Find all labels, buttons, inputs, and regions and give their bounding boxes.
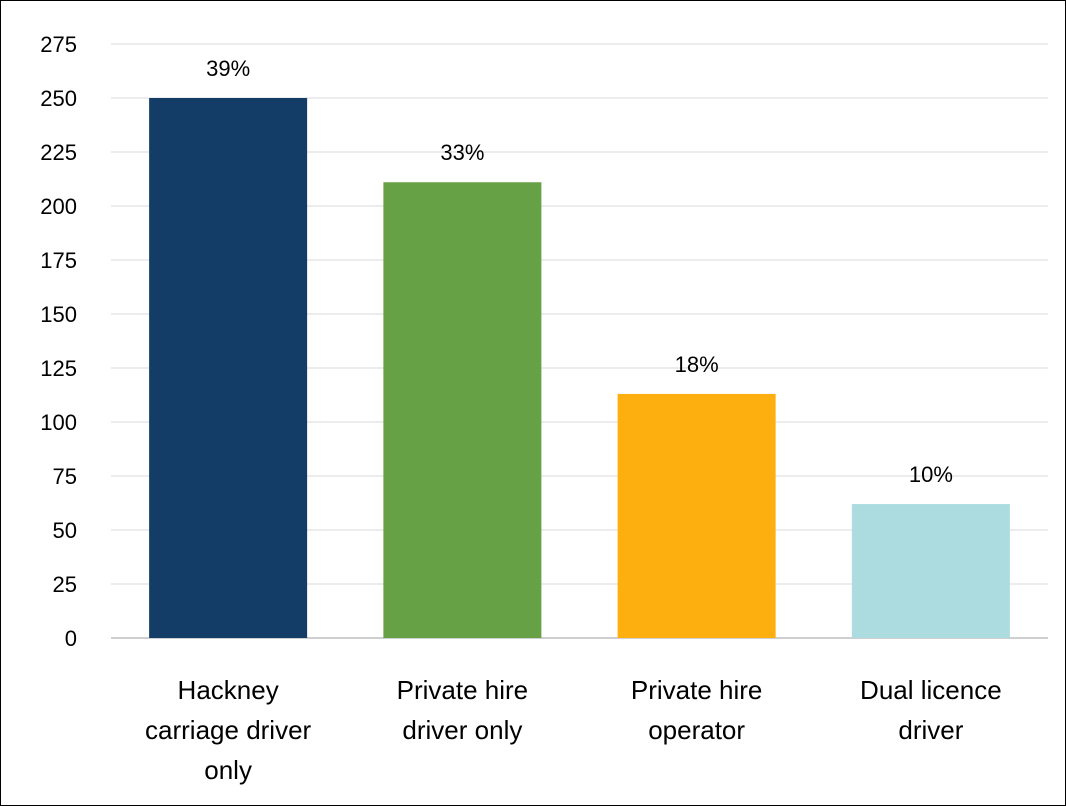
- x-category-label: driver: [898, 715, 963, 745]
- x-category-label: driver only: [402, 715, 522, 745]
- x-category-label: operator: [648, 715, 745, 745]
- bar: [383, 182, 542, 639]
- x-category-label: only: [204, 755, 252, 785]
- y-tick-label: 150: [40, 302, 77, 327]
- y-tick-label: 125: [40, 356, 77, 381]
- data-label: 18%: [675, 352, 719, 377]
- x-axis-categories: Hackney carriage driver only Private hire dr…: [145, 675, 1002, 785]
- bar: [851, 504, 1010, 638]
- data-label: 39%: [206, 56, 250, 81]
- x-category-label: Private hire: [397, 675, 529, 705]
- data-labels: 39% 33% 18% 10%: [206, 56, 953, 487]
- x-category-label: carriage driver: [145, 715, 312, 745]
- y-tick-label: 225: [40, 140, 77, 165]
- y-tick-label: 250: [40, 86, 77, 111]
- bar: [617, 393, 776, 638]
- y-tick-label: 0: [65, 626, 77, 651]
- y-axis-ticks: 0 25 50 75 100 125 150 175 200 225 250 275: [40, 32, 77, 651]
- x-category-label: Dual licence: [860, 675, 1002, 705]
- data-label: 33%: [440, 140, 484, 165]
- bar: [149, 98, 308, 638]
- y-tick-label: 50: [53, 518, 77, 543]
- bars: [149, 98, 1010, 639]
- y-tick-label: 25: [53, 572, 77, 597]
- y-tick-label: 100: [40, 410, 77, 435]
- y-tick-label: 200: [40, 194, 77, 219]
- y-tick-label: 175: [40, 248, 77, 273]
- x-category-label: Hackney: [178, 675, 279, 705]
- y-tick-label: 275: [40, 32, 77, 57]
- x-category-label: Private hire: [631, 675, 763, 705]
- data-label: 10%: [909, 462, 953, 487]
- y-tick-label: 75: [53, 464, 77, 489]
